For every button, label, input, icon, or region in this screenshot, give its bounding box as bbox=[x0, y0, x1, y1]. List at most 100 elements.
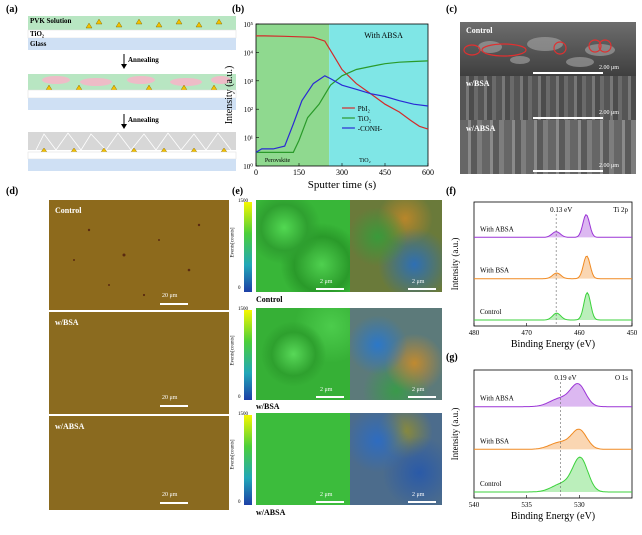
eds-row-label-control: Control bbox=[256, 295, 283, 304]
spectrum-label-1: With BSA bbox=[480, 267, 509, 275]
element-label: O 1s bbox=[615, 374, 628, 382]
sem-scale-text-bsa: 2.00 μm bbox=[599, 110, 619, 116]
eds-scale-text-5: 2 μm bbox=[320, 492, 333, 498]
colorbar-graphics bbox=[244, 202, 252, 505]
shaded-region-0 bbox=[256, 24, 330, 166]
sem-image-absa bbox=[460, 120, 636, 174]
x-tick-label-2: 530 bbox=[574, 501, 585, 509]
x-axis-label: Binding Energy (eV) bbox=[511, 339, 595, 350]
legend-title: With ABSA bbox=[364, 31, 403, 40]
afm-image-control bbox=[49, 200, 229, 310]
y-axis-label: Intensity (a.u.) bbox=[450, 408, 460, 461]
colorbar-max-2: 1500 bbox=[238, 307, 248, 312]
x-tick-label-0: 480 bbox=[469, 329, 480, 337]
eds-scalebar-6 bbox=[408, 501, 436, 503]
eds-map-green-bsa bbox=[256, 308, 350, 400]
grain-boundaries bbox=[35, 132, 232, 151]
eds-scale-text-2: 2 μm bbox=[412, 279, 425, 285]
eds-row-label-bsa: w/BSA bbox=[256, 402, 280, 411]
afm-image-bsa bbox=[49, 312, 229, 414]
eds-scale-text-6: 2 μm bbox=[412, 492, 425, 498]
eds-row-label-absa: w/ABSA bbox=[256, 508, 286, 517]
series-line-1 bbox=[256, 60, 429, 153]
eds-scale-text-3: 2 μm bbox=[320, 387, 333, 393]
sem-label-bsa: w/BSA bbox=[466, 79, 490, 88]
spectrum-line-1 bbox=[474, 428, 632, 450]
sem-scalebar-absa bbox=[533, 170, 603, 172]
afm-scalebar-absa bbox=[160, 502, 188, 504]
sem-image-control bbox=[460, 22, 636, 76]
spectrum-label-2: Control bbox=[480, 480, 501, 488]
legend-entry-0: PbI₂ bbox=[358, 105, 371, 113]
afm-scale-text-bsa: 20 μm bbox=[162, 395, 178, 401]
x-tick-label-0: 540 bbox=[469, 501, 480, 509]
layer-label-pvk: PVK Solution bbox=[30, 17, 72, 25]
x-tick-label-2: 460 bbox=[574, 329, 585, 337]
x-axis-label: Binding Energy (eV) bbox=[511, 511, 595, 522]
sem-scale-text-absa: 2.00 μm bbox=[599, 163, 619, 169]
y-axis-label: Intensity (a.u.) bbox=[224, 66, 235, 125]
spectrum-line-1 bbox=[474, 255, 632, 280]
layer-label-tio2: TiO₂ bbox=[30, 30, 45, 38]
spectrum-label-0: With ABSA bbox=[480, 225, 514, 233]
spectrum-line-0 bbox=[474, 383, 632, 408]
shift-annotation: 0.13 eV bbox=[550, 206, 572, 214]
x-tick-label-3: 450 bbox=[379, 168, 391, 177]
shift-annotation: 0.19 eV bbox=[554, 374, 576, 382]
afm-scalebar-control bbox=[160, 303, 188, 305]
x-tick-label-0: 0 bbox=[254, 168, 258, 177]
eds-scalebar-4 bbox=[408, 396, 436, 398]
eds-map-overlay-control bbox=[350, 200, 442, 292]
x-tick-label-1: 535 bbox=[521, 501, 532, 509]
element-label: Ti 2p bbox=[613, 206, 628, 214]
y-tick-label-2: 10² bbox=[244, 106, 253, 114]
y-axis-label: Intensity (a.u.) bbox=[450, 238, 460, 291]
afm-scale-text-control: 20 μm bbox=[162, 293, 178, 299]
depth-profile-chart: 0 150 300 450 600 10⁰ 10¹ 10² 10³ 10⁴ 10⁵ Sputter t… bbox=[224, 21, 434, 191]
eds-scalebar-3 bbox=[316, 396, 344, 398]
afm-label-control: Control bbox=[55, 206, 82, 215]
sem-scale-text-control: 2.00 μm bbox=[599, 65, 619, 71]
layer-label-glass: Glass bbox=[30, 40, 47, 48]
spectrum-line-2 bbox=[474, 456, 632, 493]
eds-scalebar-5 bbox=[316, 501, 344, 503]
y-tick-label-5: 10⁵ bbox=[244, 21, 254, 29]
colorbar-title-3: Events[counts] bbox=[230, 439, 236, 470]
eds-map-green-absa bbox=[256, 413, 350, 505]
series-line-2 bbox=[255, 75, 429, 153]
panel-label-c: (c) bbox=[446, 4, 458, 15]
y-tick-label-0: 10⁰ bbox=[243, 163, 253, 171]
spectrum-line-0 bbox=[474, 213, 632, 238]
y-tick-label-3: 10³ bbox=[244, 78, 253, 86]
eds-map-overlay-bsa bbox=[350, 308, 442, 400]
colorbar-max-3: 1500 bbox=[238, 412, 248, 417]
spectrum-line-2 bbox=[474, 291, 632, 321]
afm-image-absa bbox=[49, 416, 229, 510]
y-tick-label-4: 10⁴ bbox=[244, 49, 254, 57]
annealing-label-2: Annealing bbox=[128, 116, 159, 124]
colorbar-min-3: 0 bbox=[238, 500, 241, 505]
eds-scalebar-2 bbox=[408, 288, 436, 290]
region-label-perovskite: Perovskite bbox=[265, 158, 291, 164]
annealing-label-1: Annealing bbox=[128, 56, 159, 64]
colorbar-max-1: 1500 bbox=[238, 199, 248, 204]
xps-o1s-chart: With ABSA With BSA Control 0.19 eV O 1s 540 53… bbox=[450, 369, 633, 522]
y-tick-label-1: 10¹ bbox=[244, 135, 253, 143]
spectrum-fill-0 bbox=[474, 383, 632, 407]
spectrum-label-0: With ABSA bbox=[480, 395, 514, 403]
legend-entry-2: -CONH- bbox=[358, 125, 383, 133]
plot-frame bbox=[473, 369, 633, 499]
x-tick-label-3: 450 bbox=[627, 329, 638, 337]
eds-scale-text-1: 2 μm bbox=[320, 279, 333, 285]
colorbar-title-1: Events[counts] bbox=[230, 227, 236, 258]
sem-label-absa: w/ABSA bbox=[466, 124, 496, 133]
panel-label-a: (a) bbox=[6, 4, 18, 15]
eds-map-overlay-absa bbox=[350, 413, 442, 505]
panel-label-f: (f) bbox=[446, 186, 456, 197]
eds-map-green-control bbox=[256, 200, 350, 292]
legend-entry-1: TiO₂ bbox=[358, 115, 372, 123]
colorbar-min-1: 0 bbox=[238, 286, 241, 291]
sem-scalebar-control bbox=[533, 72, 603, 74]
afm-label-absa: w/ABSA bbox=[55, 422, 85, 431]
sem-scalebar-bsa bbox=[533, 117, 603, 119]
